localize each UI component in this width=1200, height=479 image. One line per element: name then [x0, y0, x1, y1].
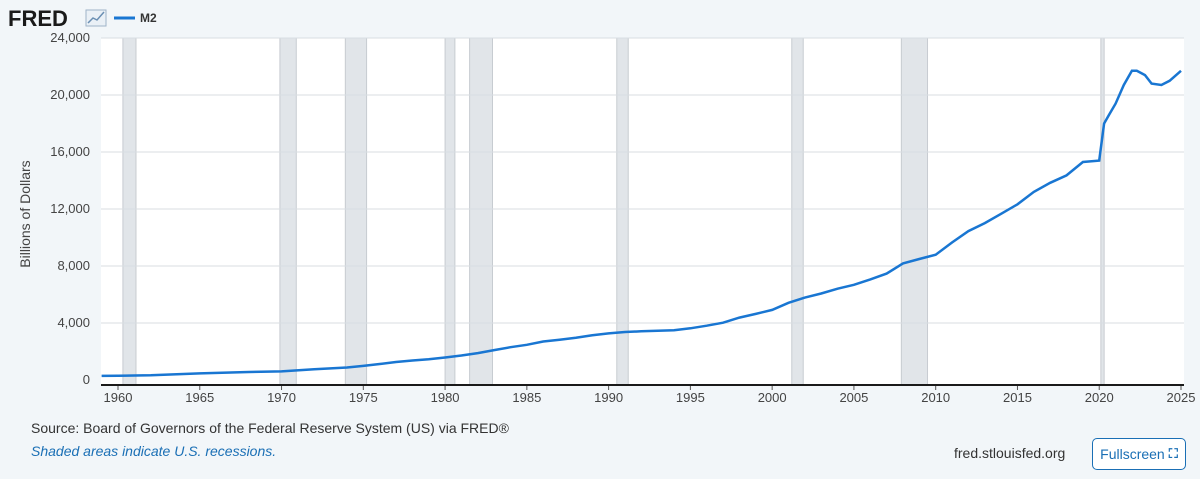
y-tick-label: 4,000	[57, 315, 90, 330]
x-axis-ticks: 1960 1965 1970 1975 1980 1985 1990 1995 2000 2005…	[104, 385, 1196, 405]
x-tick-label: 2000	[758, 390, 787, 405]
series-line-m2	[101, 69, 1182, 378]
recession-band	[444, 37, 456, 386]
x-tick-label: 1990	[594, 390, 623, 405]
x-tick-label: 1965	[185, 390, 214, 405]
y-tick-label: 12,000	[50, 201, 90, 216]
x-tick-label: 1995	[676, 390, 705, 405]
site-url[interactable]: fred.stlouisfed.org	[954, 445, 1066, 461]
x-tick-label: 1970	[267, 390, 296, 405]
fred-chart: FRED M2 0 4,000 8,000 12,000 16,000 20,000 24,…	[8, 6, 1196, 405]
x-tick-label: 2015	[1003, 390, 1032, 405]
fullscreen-button[interactable]: Fullscreen ⛶	[1092, 438, 1186, 470]
y-axis-ticks: 0 4,000 8,000 12,000 16,000 20,000 24,000	[50, 30, 90, 387]
recession-band	[469, 37, 494, 386]
source-text: Source: Board of Governors of the Federa…	[31, 420, 509, 436]
x-tick-label: 2025	[1167, 390, 1196, 405]
recession-band	[279, 37, 297, 386]
x-tick-label: 2020	[1085, 390, 1114, 405]
y-tick-label: 16,000	[50, 144, 90, 159]
x-tick-label: 1975	[349, 390, 378, 405]
y-tick-label: 8,000	[57, 258, 90, 273]
legend-label-m2: M2	[140, 11, 157, 25]
recession-band	[344, 37, 368, 386]
x-tick-label: 1980	[431, 390, 460, 405]
recession-band	[900, 37, 929, 386]
y-axis-label: Billions of Dollars	[17, 160, 33, 267]
x-tick-label: 2005	[839, 390, 868, 405]
x-tick-label: 1985	[512, 390, 541, 405]
recession-note: Shaded areas indicate U.S. recessions.	[31, 443, 277, 459]
fullscreen-label: Fullscreen	[1100, 446, 1165, 462]
fullscreen-expand-icon: ⛶	[1168, 446, 1178, 461]
y-tick-label: 20,000	[50, 87, 90, 102]
y-tick-label: 24,000	[50, 30, 90, 45]
recession-band	[791, 37, 804, 386]
gridlines	[101, 37, 1184, 324]
y-tick-label: 0	[83, 372, 90, 387]
fred-logo[interactable]: FRED	[8, 6, 68, 31]
rising-line-chart-icon	[85, 9, 107, 27]
recession-band	[1100, 37, 1105, 386]
recession-band	[122, 37, 137, 386]
x-tick-label: 1960	[104, 390, 133, 405]
plot-area	[101, 38, 1184, 385]
x-tick-label: 2010	[921, 390, 950, 405]
